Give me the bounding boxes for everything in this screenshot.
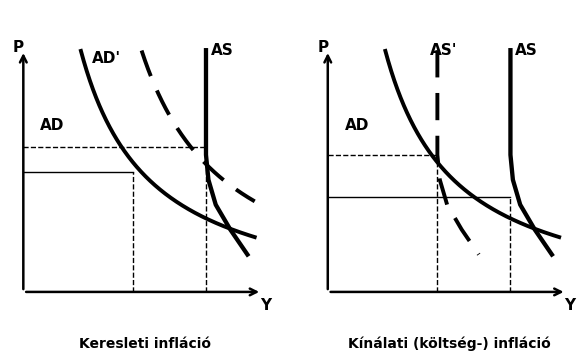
Text: P: P (317, 40, 328, 55)
Text: AD': AD' (92, 51, 121, 66)
Text: AS: AS (211, 43, 234, 58)
Text: AS': AS' (430, 43, 458, 58)
Text: P: P (13, 40, 24, 55)
Text: AS: AS (515, 43, 538, 58)
Text: Y: Y (564, 298, 575, 313)
Text: Keresleti infláció: Keresleti infláció (79, 337, 211, 351)
Text: AD: AD (40, 118, 65, 133)
Text: Kínálati (költség-) infláció: Kínálati (költség-) infláció (348, 337, 551, 351)
Text: AD: AD (345, 118, 369, 133)
Text: Y: Y (260, 298, 271, 313)
